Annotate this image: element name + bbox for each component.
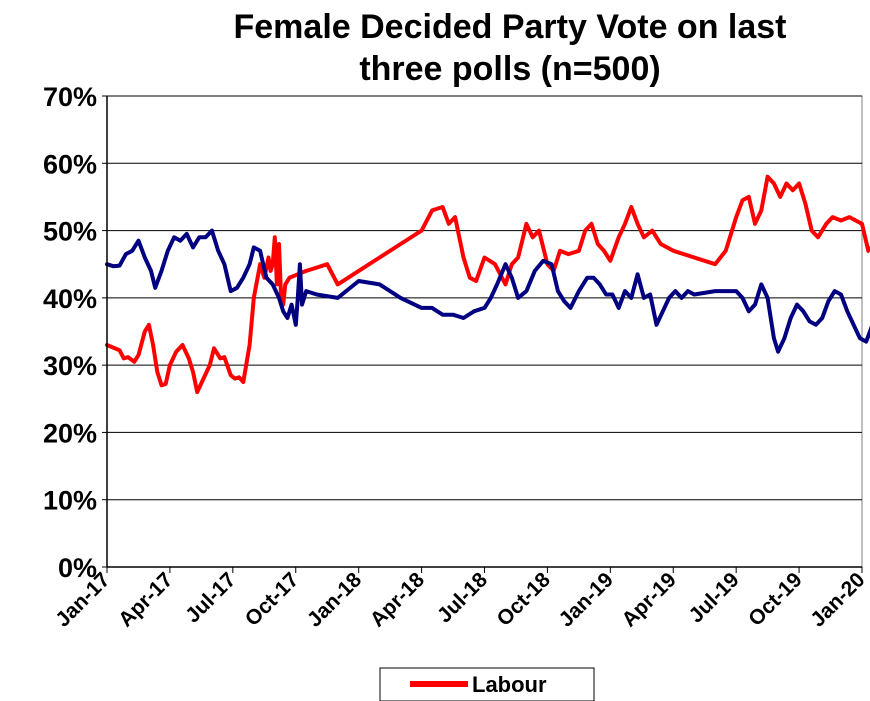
y-tick-label: 10%: [43, 486, 97, 516]
gridlines: [107, 95, 862, 501]
x-axis-ticks: Jan-17 Apr-17 Jul-17 Oct-17 Jan-18 Apr-18 Jul-…: [51, 567, 870, 632]
x-tick-label: Oct-18: [492, 568, 555, 631]
y-tick-label: 40%: [43, 284, 97, 314]
x-tick-label: Apr-19: [617, 568, 680, 631]
series-line-labour: [105, 174, 870, 395]
x-tick-label: Apr-17: [114, 568, 177, 631]
chart-title-line-1: Female Decided Party Vote on last: [234, 8, 787, 46]
x-tick-label: Jan-18: [303, 568, 367, 632]
legend-label-labour: Labour: [472, 672, 547, 697]
y-tick-label: 0%: [58, 553, 97, 583]
x-tick-label: Jan-20: [806, 568, 869, 631]
x-tick-label: Jan-19: [555, 568, 618, 631]
x-tick-label: Jul-17: [181, 568, 240, 627]
chart-title-line-2: three polls (n=500): [359, 50, 660, 88]
y-tick-label: 50%: [43, 217, 97, 247]
y-tick-label: 60%: [43, 149, 97, 179]
y-tick-label: 30%: [43, 351, 97, 381]
series-lines: [105, 174, 870, 395]
x-tick-label: Jul-19: [685, 568, 744, 627]
y-axis-ticks: 0% 10% 20% 30% 40% 50% 60% 70%: [43, 82, 107, 583]
x-tick-label: Oct-17: [241, 568, 303, 630]
plot-area: [106, 95, 863, 568]
x-tick-label: Oct-19: [744, 568, 806, 630]
x-tick-label: Jul-18: [433, 568, 492, 627]
legend: Labour: [379, 667, 595, 701]
y-tick-label: 20%: [43, 418, 97, 448]
y-tick-label: 70%: [43, 82, 97, 112]
x-tick-label: Apr-18: [366, 568, 430, 632]
series-line-blue: [105, 228, 870, 354]
